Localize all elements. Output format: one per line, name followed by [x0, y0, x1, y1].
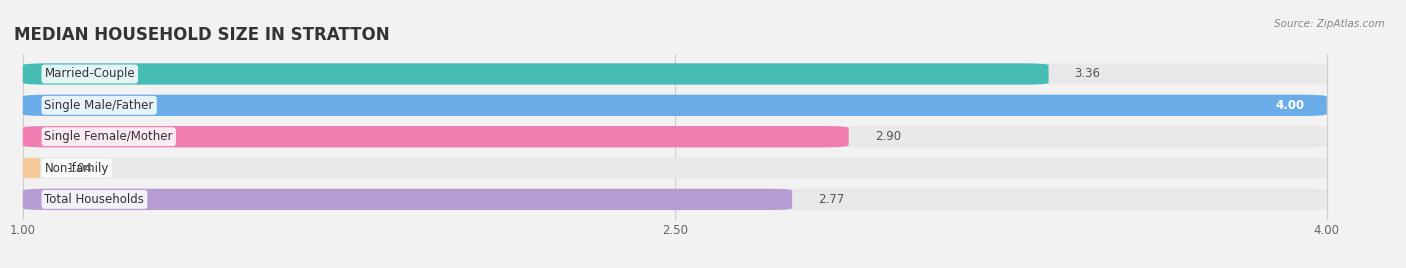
- Text: Non-family: Non-family: [45, 162, 108, 174]
- Text: Single Female/Mother: Single Female/Mother: [45, 130, 173, 143]
- FancyBboxPatch shape: [14, 157, 49, 179]
- Text: 2.90: 2.90: [875, 130, 901, 143]
- FancyBboxPatch shape: [22, 126, 1327, 147]
- Text: 3.36: 3.36: [1074, 68, 1101, 80]
- FancyBboxPatch shape: [22, 189, 792, 210]
- Text: Source: ZipAtlas.com: Source: ZipAtlas.com: [1274, 19, 1385, 29]
- FancyBboxPatch shape: [22, 126, 849, 147]
- FancyBboxPatch shape: [22, 95, 1327, 116]
- FancyBboxPatch shape: [22, 189, 1327, 210]
- FancyBboxPatch shape: [22, 63, 1049, 85]
- Text: 2.77: 2.77: [818, 193, 845, 206]
- Text: MEDIAN HOUSEHOLD SIZE IN STRATTON: MEDIAN HOUSEHOLD SIZE IN STRATTON: [14, 26, 389, 44]
- Text: Total Households: Total Households: [45, 193, 145, 206]
- FancyBboxPatch shape: [22, 63, 1327, 85]
- Text: 1.04: 1.04: [66, 162, 93, 174]
- Text: Married-Couple: Married-Couple: [45, 68, 135, 80]
- FancyBboxPatch shape: [22, 157, 1327, 179]
- FancyBboxPatch shape: [22, 95, 1327, 116]
- Text: Single Male/Father: Single Male/Father: [45, 99, 153, 112]
- Text: 4.00: 4.00: [1275, 99, 1305, 112]
